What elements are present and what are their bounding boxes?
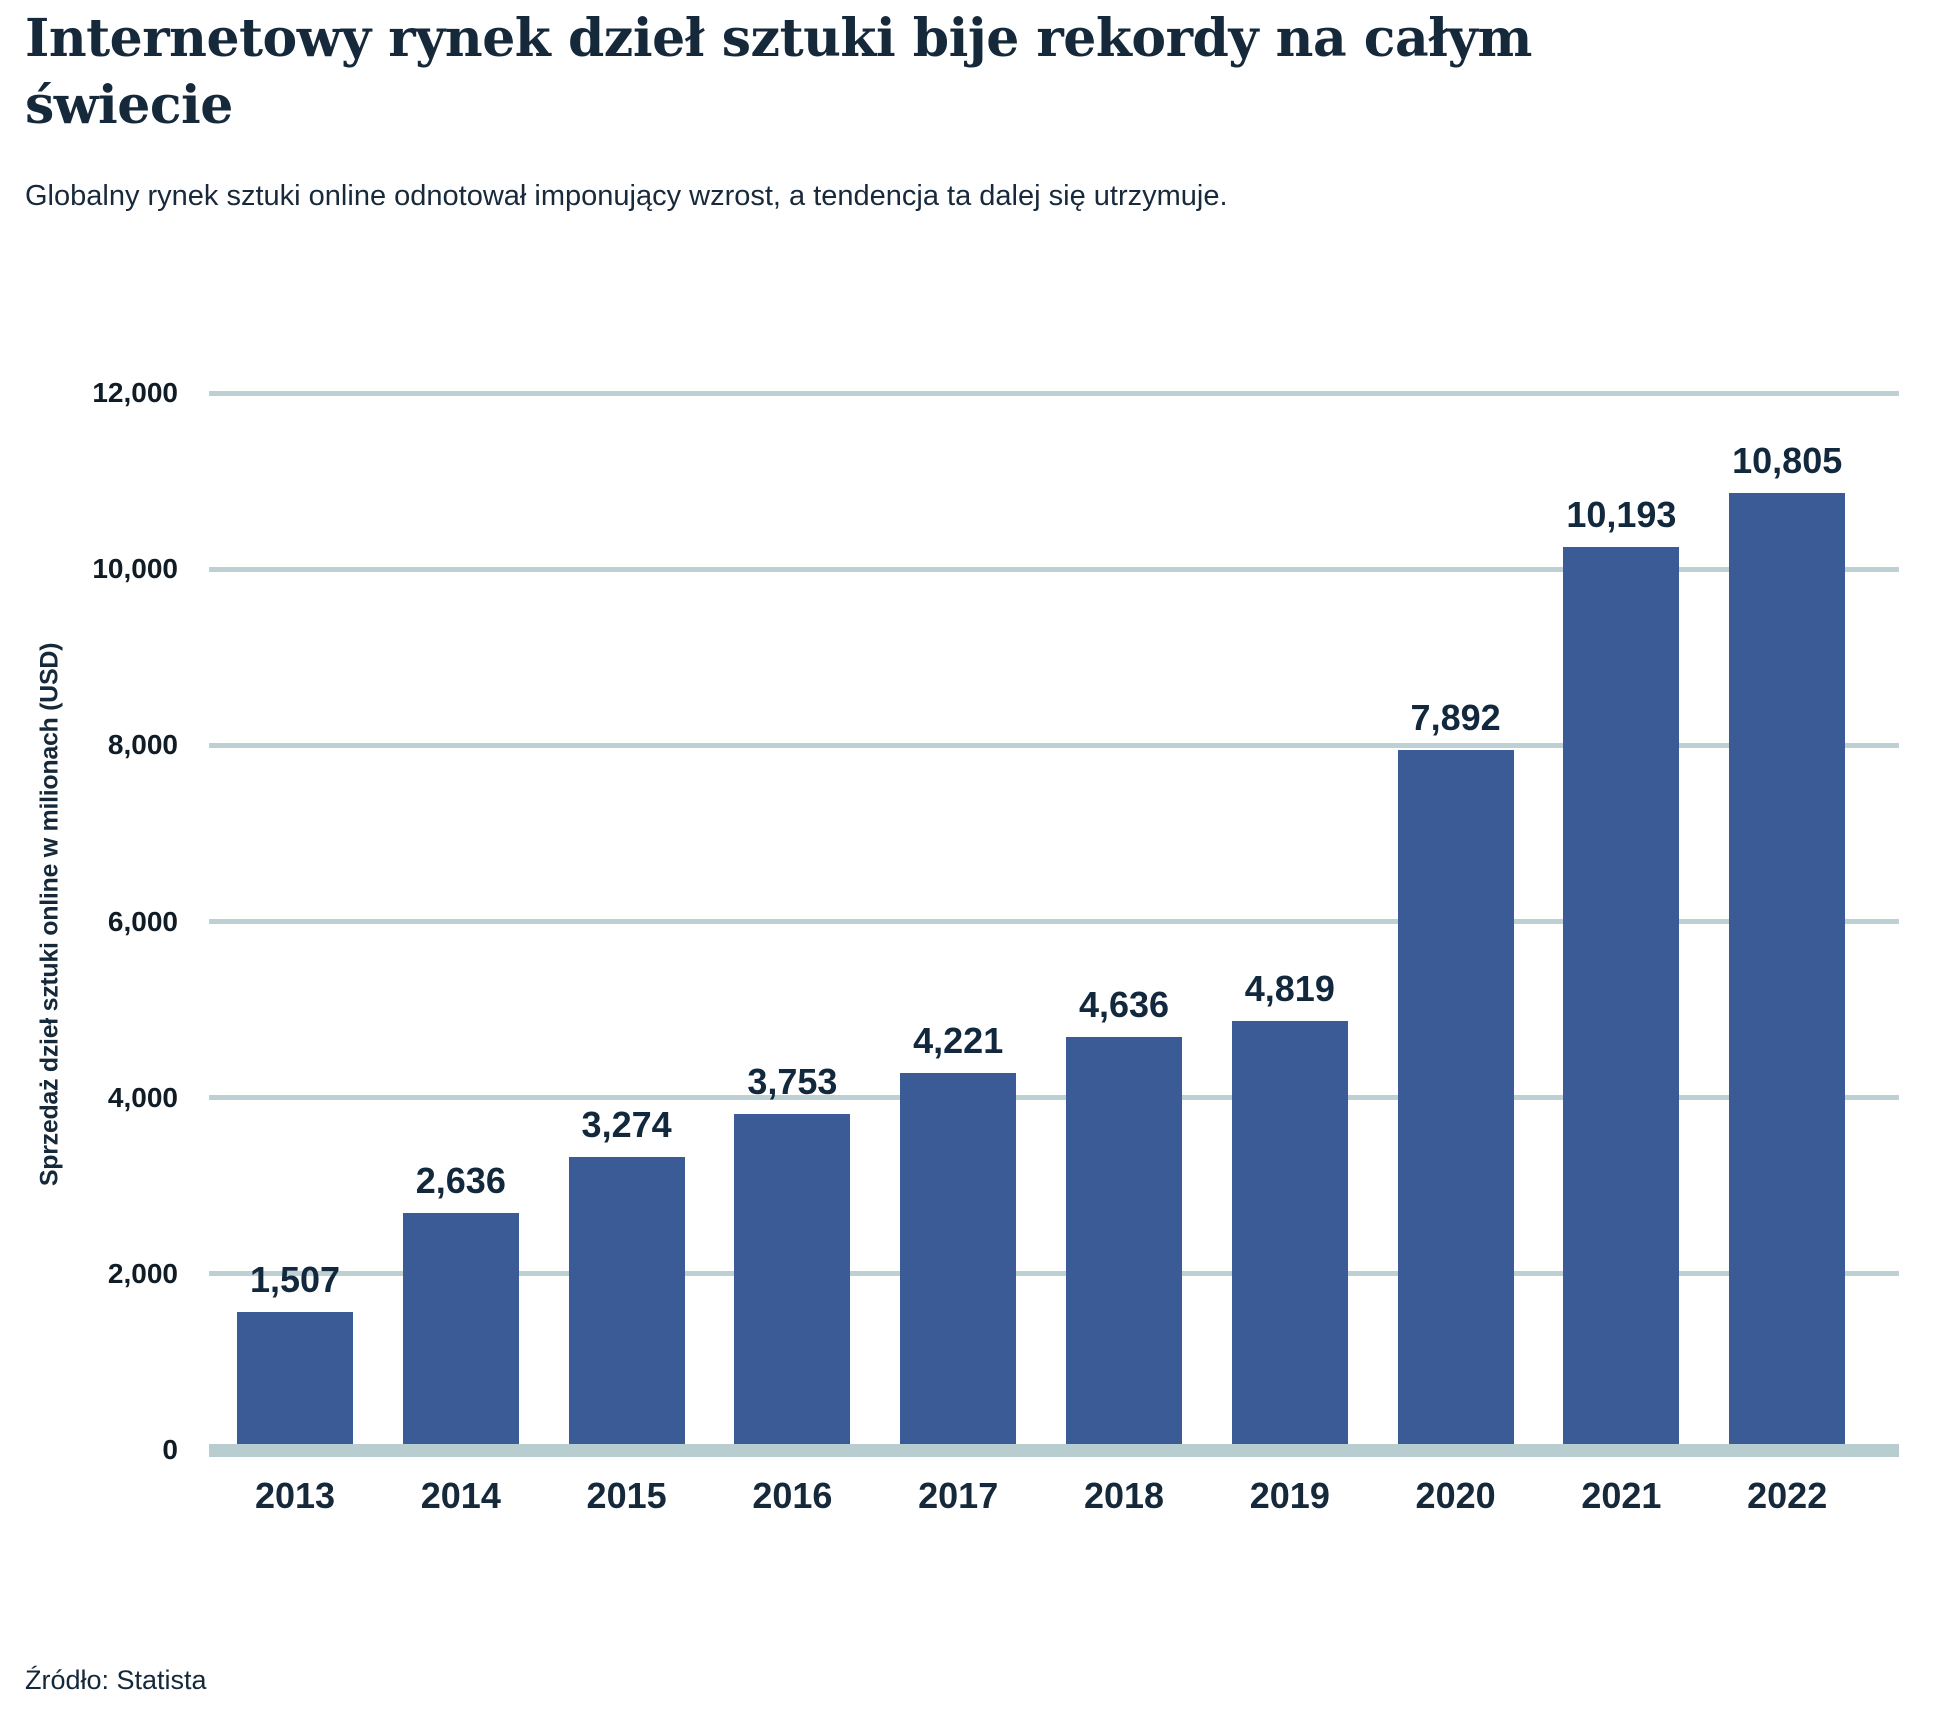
y-tick-label: 10,000 xyxy=(92,553,178,585)
gridline xyxy=(209,390,1899,396)
y-tick-label: 0 xyxy=(162,1434,178,1465)
x-axis-baseline xyxy=(209,1444,1899,1457)
x-tick-label: 2015 xyxy=(586,1475,667,1516)
y-tick-label: 6,000 xyxy=(107,905,178,937)
y-tick-label: 4,000 xyxy=(107,1081,178,1113)
x-tick-label: 2021 xyxy=(1581,1475,1662,1516)
page-subtitle: Globalny rynek sztuki online odnotował i… xyxy=(25,180,1228,212)
bar-value-label: 3,274 xyxy=(581,1103,672,1145)
bar-value-label: 7,892 xyxy=(1410,696,1501,738)
bar xyxy=(900,1073,1017,1445)
bar xyxy=(1066,1036,1182,1445)
bar xyxy=(734,1114,851,1445)
x-tick-label: 2018 xyxy=(1083,1475,1165,1516)
bar xyxy=(237,1312,353,1445)
gridline xyxy=(209,1095,1899,1101)
y-tick-label: 2,000 xyxy=(107,1257,178,1289)
bar xyxy=(1397,749,1514,1445)
x-tick-label: 2017 xyxy=(918,1475,999,1516)
bar-value-label: 4,221 xyxy=(913,1020,1004,1062)
gridline xyxy=(209,566,1899,572)
y-tick-label: 8,000 xyxy=(107,729,178,761)
x-tick-label: 2020 xyxy=(1415,1475,1496,1516)
bar-value-label: 4,636 xyxy=(1078,983,1170,1025)
page-title: Internetowy rynek dzieł sztuki bije reko… xyxy=(25,8,1532,136)
bar-value-label: 3,753 xyxy=(747,1061,838,1103)
gridline xyxy=(209,919,1899,924)
bar-value-label: 2,636 xyxy=(415,1159,506,1201)
bar xyxy=(568,1156,685,1445)
x-tick-label: 2013 xyxy=(254,1475,336,1516)
bar-value-label: 1,507 xyxy=(249,1259,341,1301)
bar xyxy=(1231,1020,1348,1445)
y-tick-label: 12,000 xyxy=(92,377,178,408)
x-tick-label: 2014 xyxy=(420,1475,501,1516)
x-tick-label: 2019 xyxy=(1249,1475,1330,1516)
bar xyxy=(1563,547,1680,1445)
gridline xyxy=(209,742,1899,748)
x-tick-label: 2022 xyxy=(1747,1475,1828,1516)
bar xyxy=(402,1212,519,1445)
gridline xyxy=(209,1271,1899,1277)
x-tick-label: 2016 xyxy=(752,1475,833,1516)
bar-value-label: 10,193 xyxy=(1566,494,1677,536)
bar-value-label: 4,819 xyxy=(1244,967,1335,1009)
bar xyxy=(1729,493,1846,1445)
bar-value-label: 10,805 xyxy=(1732,440,1843,482)
source-note: Źródło: Statista xyxy=(25,1665,207,1695)
